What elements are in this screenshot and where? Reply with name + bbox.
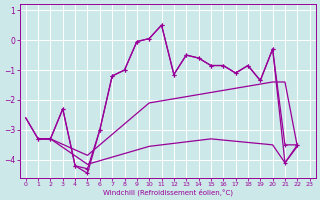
- X-axis label: Windchill (Refroidissement éolien,°C): Windchill (Refroidissement éolien,°C): [103, 188, 233, 196]
